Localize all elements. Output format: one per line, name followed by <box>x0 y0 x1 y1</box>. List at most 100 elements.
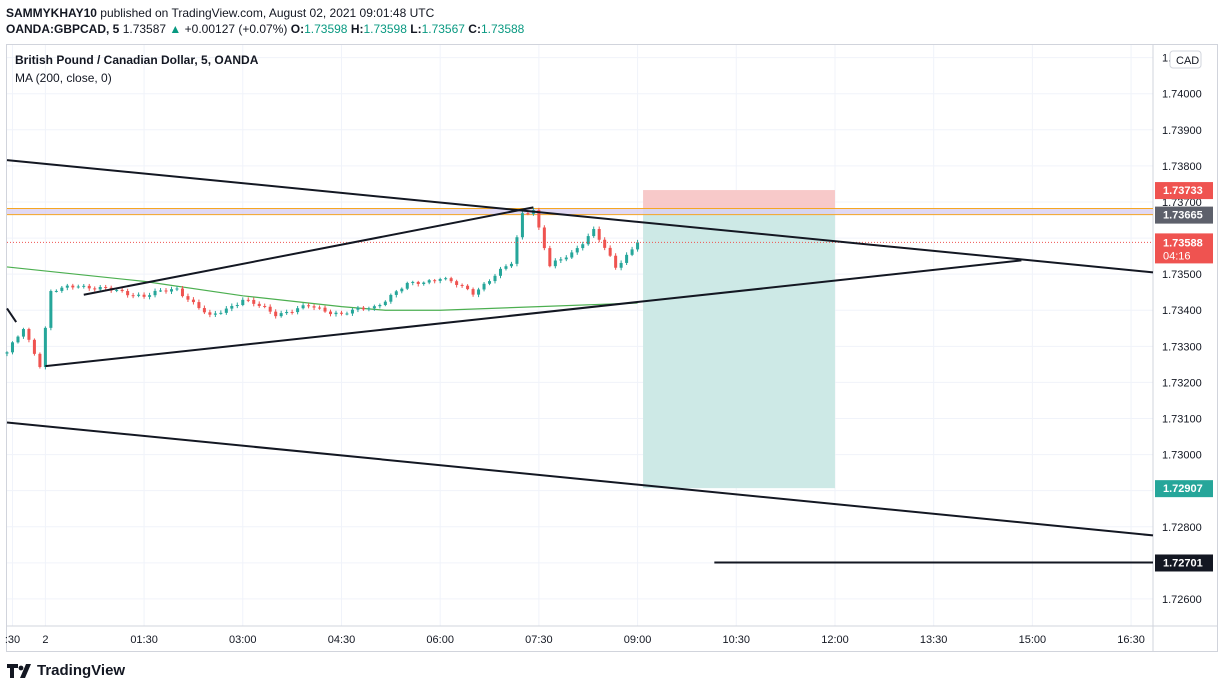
candle-body <box>175 288 179 290</box>
candle-body <box>493 275 497 282</box>
candle-body <box>312 306 316 308</box>
candle-body <box>21 329 25 337</box>
price-axis-label: 1.72701 <box>1163 557 1203 569</box>
time-tick-label: 04:30 <box>328 634 356 646</box>
candle-body <box>60 287 64 291</box>
trend-line-3 <box>83 206 534 296</box>
currency-label: CAD <box>1176 55 1199 67</box>
candle-body <box>356 307 360 310</box>
candle-body <box>422 282 426 285</box>
candle-body <box>542 227 546 249</box>
ohlc-high-label: H: <box>350 22 364 36</box>
candle-body <box>104 286 108 288</box>
resistance-zone <box>7 208 1153 215</box>
time-tick-label: 06:00 <box>426 634 454 646</box>
candle-body <box>148 295 152 297</box>
candle-body <box>202 308 206 313</box>
candle-body <box>180 288 184 297</box>
candle-body <box>466 285 470 290</box>
candle-body <box>548 248 552 267</box>
candle-body <box>482 283 486 290</box>
candle-body <box>433 280 437 282</box>
candle-body <box>126 291 130 296</box>
candle-body <box>520 213 524 238</box>
ohlc-low-label: L: <box>410 22 422 36</box>
candle-body <box>82 285 86 287</box>
trend-line-fragment <box>6 307 18 323</box>
candle-body <box>455 281 459 285</box>
candle-body <box>361 307 365 310</box>
author-name[interactable]: SAMMYKHAY10 <box>6 6 97 20</box>
position-stop-zone <box>643 190 835 209</box>
candle-body <box>10 342 14 353</box>
candle-body <box>471 289 475 295</box>
candle-body <box>115 289 119 291</box>
candle-body <box>378 305 382 307</box>
candle-body <box>246 299 250 301</box>
candle-body <box>350 309 354 314</box>
time-tick-label: 16:30 <box>1117 634 1145 646</box>
chart-legend-title: British Pound / Canadian Dollar, 5, OAND… <box>15 53 259 67</box>
candle-body <box>191 299 195 303</box>
candle-body <box>263 305 267 307</box>
time-tick-label: 01:30 <box>130 634 158 646</box>
ohlc-open-label: O: <box>290 22 305 36</box>
candle-body <box>614 255 618 268</box>
tradingview-brand-name: TradingView <box>37 662 126 679</box>
candle-body <box>169 289 174 292</box>
candle-body <box>252 299 256 304</box>
candle-body <box>290 311 294 313</box>
candle-body <box>323 307 327 312</box>
candle-body <box>477 289 481 295</box>
candle-body <box>553 260 557 267</box>
last-price: 1.73587 <box>122 22 167 36</box>
time-tick-label: 2 <box>42 634 48 646</box>
current-price-label: 1.73588 <box>1163 237 1203 249</box>
candle-body <box>197 302 201 309</box>
candle-body <box>581 244 585 249</box>
candle-body <box>213 313 217 315</box>
candle-body <box>27 329 31 340</box>
candle-body <box>498 268 503 276</box>
candle-body <box>164 290 168 292</box>
candle-body <box>49 291 53 328</box>
price-tick-label: 1.73000 <box>1162 450 1202 462</box>
candle-body <box>345 313 349 315</box>
candle-body <box>509 263 513 267</box>
candle-body <box>87 285 91 289</box>
price-tick-label: 1.73700 <box>1162 197 1202 209</box>
candle-body <box>630 249 634 255</box>
price-axis-label-bg <box>1155 206 1213 224</box>
time-tick-label: 09:00 <box>624 634 652 646</box>
chart-frame[interactable] <box>6 44 1218 652</box>
candle-body <box>515 237 519 264</box>
candle-body <box>279 313 283 317</box>
price-axis-label: 1.73733 <box>1163 185 1203 197</box>
candle-body <box>597 229 601 240</box>
candle-body <box>460 284 464 286</box>
time-tick-label: 15:00 <box>1019 634 1047 646</box>
candlesticks <box>5 207 640 370</box>
candle-body <box>137 294 141 296</box>
candle-body <box>285 311 289 314</box>
candle-body <box>131 295 135 297</box>
price-tick-label: 1.72600 <box>1162 594 1202 606</box>
candle-body <box>608 247 612 256</box>
candle-body <box>307 305 311 307</box>
trend-line-4 <box>45 259 1022 368</box>
candle-body <box>438 279 442 281</box>
candle-body <box>230 305 234 309</box>
candle-body <box>625 254 629 263</box>
candle-body <box>383 301 387 306</box>
candle-body <box>586 236 590 245</box>
candle-body <box>559 259 563 261</box>
time-tick-label: 07:30 <box>525 634 553 646</box>
chart-legend-indicator[interactable]: MA (200, close, 0) <box>15 71 112 85</box>
price-tick-label: 1.73500 <box>1162 269 1202 281</box>
candle-body <box>416 281 420 285</box>
tradingview-logo[interactable]: TradingView <box>7 662 125 679</box>
candle-body <box>93 288 97 290</box>
candle-body <box>301 305 305 309</box>
tradingview-logo-icon <box>7 663 31 678</box>
